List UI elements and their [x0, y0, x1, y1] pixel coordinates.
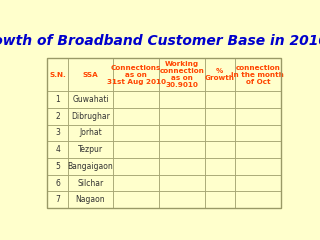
Text: connection
in the month
of Oct: connection in the month of Oct: [231, 65, 284, 85]
Text: Dibrughar: Dibrughar: [71, 112, 110, 121]
FancyBboxPatch shape: [159, 58, 204, 91]
Text: 5: 5: [55, 162, 60, 171]
FancyBboxPatch shape: [235, 141, 281, 158]
FancyBboxPatch shape: [159, 141, 204, 158]
FancyBboxPatch shape: [68, 141, 113, 158]
Text: 7: 7: [55, 195, 60, 204]
FancyBboxPatch shape: [68, 108, 113, 125]
FancyBboxPatch shape: [113, 91, 159, 108]
Text: Nagaon: Nagaon: [76, 195, 105, 204]
Text: 3: 3: [55, 128, 60, 138]
FancyBboxPatch shape: [47, 175, 68, 191]
Text: Tezpur: Tezpur: [78, 145, 103, 154]
Text: Silchar: Silchar: [77, 179, 104, 187]
FancyBboxPatch shape: [47, 91, 68, 108]
FancyBboxPatch shape: [47, 125, 68, 141]
Text: %
Growth: % Growth: [205, 68, 235, 81]
FancyBboxPatch shape: [68, 158, 113, 175]
FancyBboxPatch shape: [159, 108, 204, 125]
Text: 1: 1: [55, 95, 60, 104]
FancyBboxPatch shape: [113, 191, 159, 208]
FancyBboxPatch shape: [204, 58, 235, 91]
Text: 4: 4: [55, 145, 60, 154]
FancyBboxPatch shape: [204, 191, 235, 208]
Text: Guwahati: Guwahati: [72, 95, 109, 104]
FancyBboxPatch shape: [159, 158, 204, 175]
Text: Working
connection
as on
30.9010: Working connection as on 30.9010: [159, 61, 204, 88]
FancyBboxPatch shape: [68, 58, 113, 91]
FancyBboxPatch shape: [204, 91, 235, 108]
FancyBboxPatch shape: [159, 175, 204, 191]
Text: 2: 2: [55, 112, 60, 121]
FancyBboxPatch shape: [113, 158, 159, 175]
FancyBboxPatch shape: [204, 108, 235, 125]
FancyBboxPatch shape: [235, 91, 281, 108]
FancyBboxPatch shape: [47, 191, 68, 208]
FancyBboxPatch shape: [68, 125, 113, 141]
FancyBboxPatch shape: [47, 58, 68, 91]
FancyBboxPatch shape: [68, 191, 113, 208]
FancyBboxPatch shape: [47, 158, 68, 175]
FancyBboxPatch shape: [204, 175, 235, 191]
FancyBboxPatch shape: [235, 158, 281, 175]
FancyBboxPatch shape: [68, 91, 113, 108]
FancyBboxPatch shape: [204, 158, 235, 175]
Text: 6: 6: [55, 179, 60, 187]
FancyBboxPatch shape: [47, 108, 68, 125]
Text: Connections
as on
31st Aug 2010: Connections as on 31st Aug 2010: [107, 65, 166, 85]
FancyBboxPatch shape: [235, 191, 281, 208]
FancyBboxPatch shape: [159, 191, 204, 208]
FancyBboxPatch shape: [113, 141, 159, 158]
FancyBboxPatch shape: [159, 91, 204, 108]
Text: S.N.: S.N.: [49, 72, 66, 78]
FancyBboxPatch shape: [235, 58, 281, 91]
FancyBboxPatch shape: [204, 141, 235, 158]
Text: Growth of Broadband Customer Base in 2010-11: Growth of Broadband Customer Base in 201…: [0, 34, 320, 48]
FancyBboxPatch shape: [235, 108, 281, 125]
FancyBboxPatch shape: [113, 58, 159, 91]
Text: Bangaigaon: Bangaigaon: [68, 162, 113, 171]
FancyBboxPatch shape: [235, 125, 281, 141]
Text: Jorhat: Jorhat: [79, 128, 102, 138]
Text: SSA: SSA: [83, 72, 98, 78]
FancyBboxPatch shape: [204, 125, 235, 141]
FancyBboxPatch shape: [113, 108, 159, 125]
FancyBboxPatch shape: [235, 175, 281, 191]
FancyBboxPatch shape: [113, 175, 159, 191]
FancyBboxPatch shape: [47, 141, 68, 158]
FancyBboxPatch shape: [68, 175, 113, 191]
FancyBboxPatch shape: [159, 125, 204, 141]
FancyBboxPatch shape: [113, 125, 159, 141]
